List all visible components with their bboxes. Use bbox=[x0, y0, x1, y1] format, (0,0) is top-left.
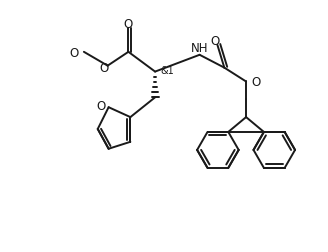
Text: &1: &1 bbox=[160, 65, 174, 75]
Text: O: O bbox=[70, 47, 79, 60]
Text: O: O bbox=[251, 76, 261, 89]
Text: NH: NH bbox=[191, 42, 208, 55]
Text: O: O bbox=[96, 99, 105, 112]
Text: O: O bbox=[124, 18, 133, 30]
Text: O: O bbox=[211, 35, 220, 48]
Text: O: O bbox=[99, 62, 108, 75]
